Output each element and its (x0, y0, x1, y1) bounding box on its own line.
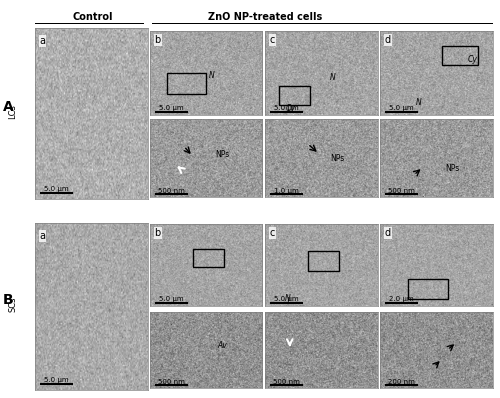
Text: a: a (40, 231, 46, 241)
Bar (192, 249, 224, 267)
Text: 200 nm: 200 nm (388, 379, 415, 385)
Bar (308, 251, 339, 271)
Text: Control: Control (72, 12, 113, 22)
Text: c: c (270, 35, 275, 45)
Text: 5.0 μm: 5.0 μm (389, 105, 413, 111)
Text: SCs: SCs (8, 297, 17, 312)
Text: NPs: NPs (330, 154, 344, 163)
Text: 5.0 μm: 5.0 μm (44, 186, 68, 192)
Text: 500 nm: 500 nm (158, 379, 185, 385)
Text: 1.0 μm: 1.0 μm (274, 188, 299, 194)
Text: A: A (2, 100, 13, 115)
Text: ZnO NP-treated cells: ZnO NP-treated cells (208, 12, 322, 22)
Bar (442, 46, 478, 64)
Text: B: B (2, 293, 13, 308)
Bar (167, 73, 206, 94)
Bar (278, 86, 310, 105)
Text: a: a (40, 37, 46, 47)
Text: 500 nm: 500 nm (273, 379, 300, 385)
Text: NPs: NPs (446, 164, 460, 173)
Text: c: c (270, 228, 275, 238)
Text: N: N (416, 98, 422, 107)
Text: b: b (154, 35, 161, 45)
Text: 500 nm: 500 nm (158, 188, 185, 194)
Text: Av: Av (218, 341, 227, 350)
Text: N: N (208, 71, 214, 80)
Text: 5.0 μm: 5.0 μm (44, 377, 68, 383)
Text: N: N (285, 293, 291, 302)
Text: 5.0 μm: 5.0 μm (274, 297, 298, 302)
Text: Cy: Cy (468, 55, 477, 64)
Text: Cy: Cy (285, 104, 295, 113)
Text: 5.0 μm: 5.0 μm (159, 105, 184, 111)
Text: 2.0 μm: 2.0 μm (389, 297, 413, 302)
Bar (408, 279, 448, 299)
Text: d: d (384, 228, 390, 238)
Text: b: b (154, 228, 161, 238)
Text: N: N (330, 73, 336, 82)
Text: 5.0 μm: 5.0 μm (274, 105, 298, 111)
Text: 5.0 μm: 5.0 μm (159, 297, 184, 302)
Text: NPs: NPs (215, 150, 230, 159)
Text: LCs: LCs (8, 104, 17, 119)
Text: 500 nm: 500 nm (388, 188, 415, 194)
Text: d: d (384, 35, 390, 45)
